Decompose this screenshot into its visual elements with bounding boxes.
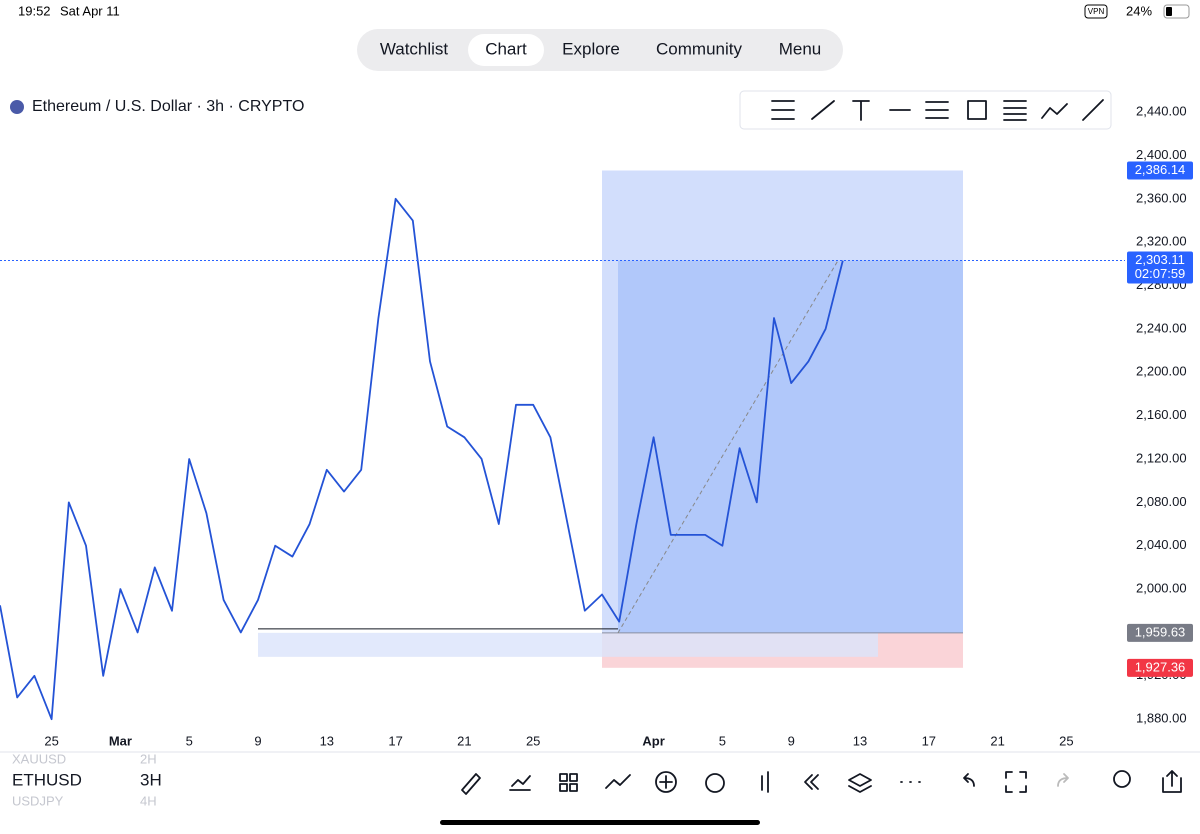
x-tick-label: 21 <box>990 733 1004 748</box>
status-battery: 24% <box>1126 3 1152 18</box>
y-tick-label: 2,440.00 <box>1136 104 1187 119</box>
x-tick-label: 13 <box>320 733 334 748</box>
status-date: Sat Apr 11 <box>60 3 120 18</box>
chart-plot: 1,880.001,920.002,000.002,040.002,080.00… <box>0 104 1193 748</box>
y-tick-label: 2,120.00 <box>1136 450 1187 465</box>
x-tick-label: 13 <box>853 733 867 748</box>
nav-tab[interactable]: Chart <box>485 39 527 58</box>
tool-fib[interactable] <box>771 100 795 120</box>
price-line <box>0 197 844 721</box>
tool-trend[interactable] <box>811 100 835 120</box>
nav-tab[interactable]: Menu <box>779 39 822 58</box>
y-tick-label: 1,880.00 <box>1136 711 1187 726</box>
btn-ideas[interactable] <box>1113 770 1131 788</box>
btn-share[interactable] <box>1162 770 1182 793</box>
watch-symbol[interactable]: USDJPY <box>12 793 64 808</box>
x-tick-label: Apr <box>642 733 664 748</box>
watch-symbol[interactable]: ETHUSD <box>12 770 82 789</box>
btn-layout-part <box>569 773 578 782</box>
nav-tab[interactable]: Watchlist <box>380 39 449 58</box>
btn-alert[interactable] <box>705 773 725 793</box>
x-tick-label: 5 <box>719 733 726 748</box>
stop-tag <box>1127 658 1193 677</box>
battery-level <box>1166 7 1172 16</box>
watch-interval[interactable]: 4H <box>140 793 157 808</box>
trend-guide <box>617 260 839 634</box>
tool-path[interactable] <box>1041 103 1068 119</box>
y-tick-label: 2,400.00 <box>1136 147 1187 162</box>
btn-layout-part <box>569 783 578 792</box>
watch-interval[interactable]: 2H <box>140 751 157 766</box>
countdown: 02:07:59 <box>1135 266 1186 281</box>
y-tick-label: 2,240.00 <box>1136 320 1187 335</box>
chart-background <box>258 170 963 668</box>
nav-tabs: Watchlist Chart Explore Community Menu <box>380 34 821 66</box>
y-tick-label: 2,160.00 <box>1136 407 1187 422</box>
entry-tag <box>1127 623 1193 642</box>
x-tick-label: 25 <box>526 733 540 748</box>
y-tick-label: 2,320.00 <box>1136 234 1187 249</box>
y-tick-label: 2,000.00 <box>1136 581 1187 596</box>
current-price-label: 2,303.11 <box>1135 252 1185 267</box>
entry-tag-label: 1,959.63 <box>1135 624 1186 639</box>
x-tick-label: 9 <box>788 733 795 748</box>
status-vpn: VPN <box>1088 7 1105 16</box>
tool-channel[interactable] <box>925 101 949 119</box>
home-indicator <box>440 820 760 825</box>
target-tag-label: 2,386.14 <box>1135 162 1186 177</box>
btn-add-plus <box>659 775 673 789</box>
eth-logo <box>10 100 24 114</box>
nav-tab[interactable]: Explore <box>562 39 620 58</box>
x-tick-label: 17 <box>922 733 936 748</box>
watchlist: XAUUSD 2H ETHUSD 3H USDJPY 4H <box>12 751 162 808</box>
btn-candles[interactable] <box>761 771 769 793</box>
profit-fill <box>618 260 963 633</box>
stop-tag-label: 1,927.36 <box>1135 659 1186 674</box>
tool-rect[interactable] <box>967 100 987 120</box>
y-tick-label: 2,360.00 <box>1136 190 1187 205</box>
btn-layout[interactable] <box>559 773 568 782</box>
vpn-badge <box>1084 4 1108 19</box>
btn-layout-part <box>559 783 568 792</box>
btn-fullscreen[interactable] <box>1005 771 1027 793</box>
nav-tab[interactable]: Community <box>656 39 742 58</box>
x-tick-label: 17 <box>388 733 402 748</box>
btn-redo[interactable] <box>1057 773 1069 787</box>
battery-icon <box>1163 4 1190 19</box>
tool-ray[interactable] <box>1082 99 1104 121</box>
watch-interval[interactable]: 3H <box>140 770 162 789</box>
target-tag <box>1127 161 1193 180</box>
nav-tab-active <box>468 34 544 66</box>
status-time: 19:52 <box>18 3 51 18</box>
drawing-tools <box>771 99 1104 121</box>
btn-compare[interactable] <box>605 774 631 789</box>
btn-undo[interactable] <box>963 773 975 787</box>
tool-lines[interactable] <box>1003 100 1027 121</box>
btn-replay[interactable] <box>804 774 819 790</box>
x-tick-label: Mar <box>109 733 132 748</box>
btn-layers[interactable] <box>848 773 872 793</box>
btn-add[interactable] <box>655 771 677 793</box>
bottom-toolbar <box>461 770 1182 795</box>
symbol-title: Ethereum / U.S. Dollar · 3h · CRYPTO <box>32 98 304 115</box>
btn-indicators[interactable] <box>509 775 531 791</box>
y-tick-label: 2,080.00 <box>1136 494 1187 509</box>
y-tick-label: 2,200.00 <box>1136 364 1187 379</box>
tool-text[interactable] <box>852 100 870 121</box>
x-tick-label: 25 <box>1059 733 1073 748</box>
x-tick-label: 9 <box>254 733 261 748</box>
watch-symbol[interactable]: XAUUSD <box>12 751 66 766</box>
btn-draw[interactable] <box>461 773 481 795</box>
x-tick-label: 5 <box>186 733 193 748</box>
x-tick-label: 25 <box>44 733 58 748</box>
demand-zone <box>258 632 878 657</box>
x-tick-label: 21 <box>457 733 471 748</box>
y-tick-label: 2,040.00 <box>1136 537 1187 552</box>
current-price-tag <box>1127 251 1193 284</box>
